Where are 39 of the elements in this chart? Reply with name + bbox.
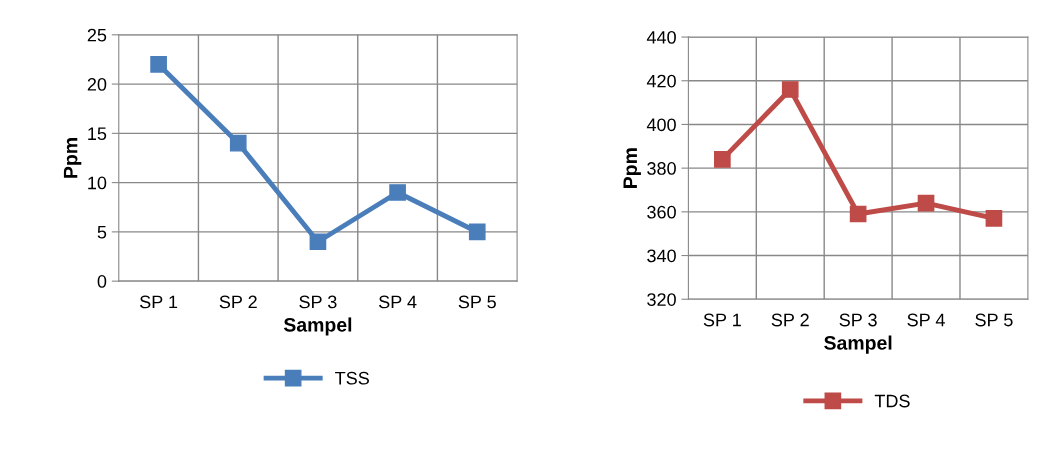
point [150,56,167,73]
y-tick-label: 10 [88,176,107,190]
point [714,151,731,168]
legend-label: TDS [874,394,910,408]
y-tick-label: 0 [97,275,107,288]
y-axis-title: Ppm [63,138,82,178]
y-tick-label: 5 [97,226,107,239]
x-tick-label: SP 3 [839,313,877,327]
x-tick-label: SP 5 [975,313,1013,327]
y-tick-label: 400 [646,118,676,132]
y-tick-label: 15 [88,127,107,141]
y-tick-label: 320 [647,293,676,306]
y-tick-label: 25 [87,28,107,42]
point [229,134,247,152]
y-axis-title: Ppm [623,148,641,188]
y-tick-label: 420 [646,74,676,88]
x-axis-title: Sampel [283,317,352,336]
point [468,223,486,241]
legend-label: TSS [335,371,369,385]
point [849,205,867,223]
x-tick-label: SP 2 [771,313,809,327]
point [781,81,799,98]
x-tick-label: SP 4 [907,313,945,327]
y-tick-label: 380 [647,162,676,175]
y-tick-label: 360 [647,205,676,219]
y-tick-label: 20 [87,78,107,91]
point [917,194,935,212]
x-tick-label: SP 2 [219,295,257,309]
point [389,184,406,201]
y-tick-label: 440 [646,31,676,44]
x-tick-label: SP 1 [703,313,741,327]
point [985,210,1003,227]
x-axis-title: Sampel [824,335,892,354]
x-tick-label: SP 5 [458,295,496,309]
x-tick-label: SP 4 [379,295,417,309]
y-tick-label: 340 [647,249,676,263]
x-tick-label: SP 1 [140,295,178,309]
point [309,233,327,251]
x-tick-label: SP 3 [299,295,337,309]
